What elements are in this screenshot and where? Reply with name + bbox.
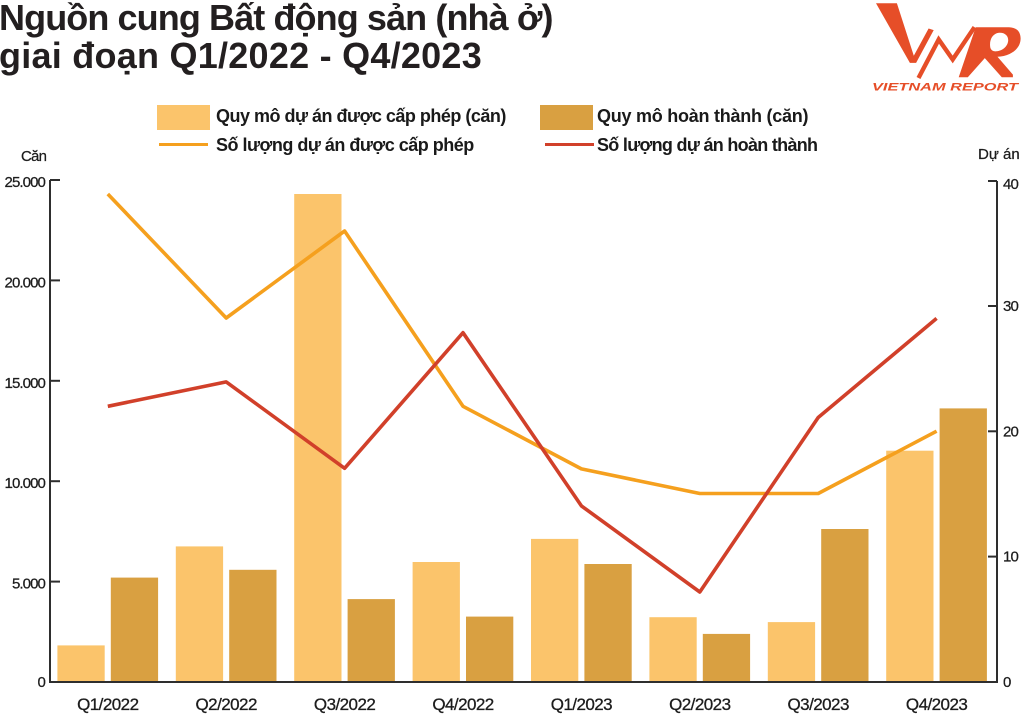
svg-text:25.000: 25.000 bbox=[5, 174, 46, 191]
svg-text:20: 20 bbox=[1003, 423, 1019, 440]
svg-text:Q3/2022: Q3/2022 bbox=[314, 695, 375, 714]
svg-text:30: 30 bbox=[1003, 298, 1019, 315]
svg-text:Q4/2022: Q4/2022 bbox=[432, 695, 493, 714]
svg-text:40: 40 bbox=[1003, 176, 1019, 193]
svg-text:Dự án: Dự án bbox=[978, 146, 1020, 163]
svg-text:20.000: 20.000 bbox=[5, 274, 46, 291]
svg-text:VIETNAM REPORT: VIETNAM REPORT bbox=[872, 82, 1020, 94]
svg-text:15.000: 15.000 bbox=[5, 375, 46, 392]
svg-text:Q3/2023: Q3/2023 bbox=[788, 695, 849, 714]
svg-text:10: 10 bbox=[1003, 549, 1019, 566]
svg-text:0: 0 bbox=[1003, 674, 1011, 691]
svg-text:Q4/2023: Q4/2023 bbox=[906, 695, 967, 714]
svg-text:0: 0 bbox=[38, 674, 46, 691]
svg-text:5.000: 5.000 bbox=[12, 576, 46, 593]
svg-text:Căn: Căn bbox=[21, 148, 47, 165]
svg-text:Q2/2023: Q2/2023 bbox=[669, 695, 730, 714]
svg-text:10.000: 10.000 bbox=[5, 475, 46, 492]
svg-text:Q1/2023: Q1/2023 bbox=[551, 695, 612, 714]
svg-text:Q1/2022: Q1/2022 bbox=[77, 695, 138, 714]
svg-text:Q2/2022: Q2/2022 bbox=[196, 695, 257, 714]
